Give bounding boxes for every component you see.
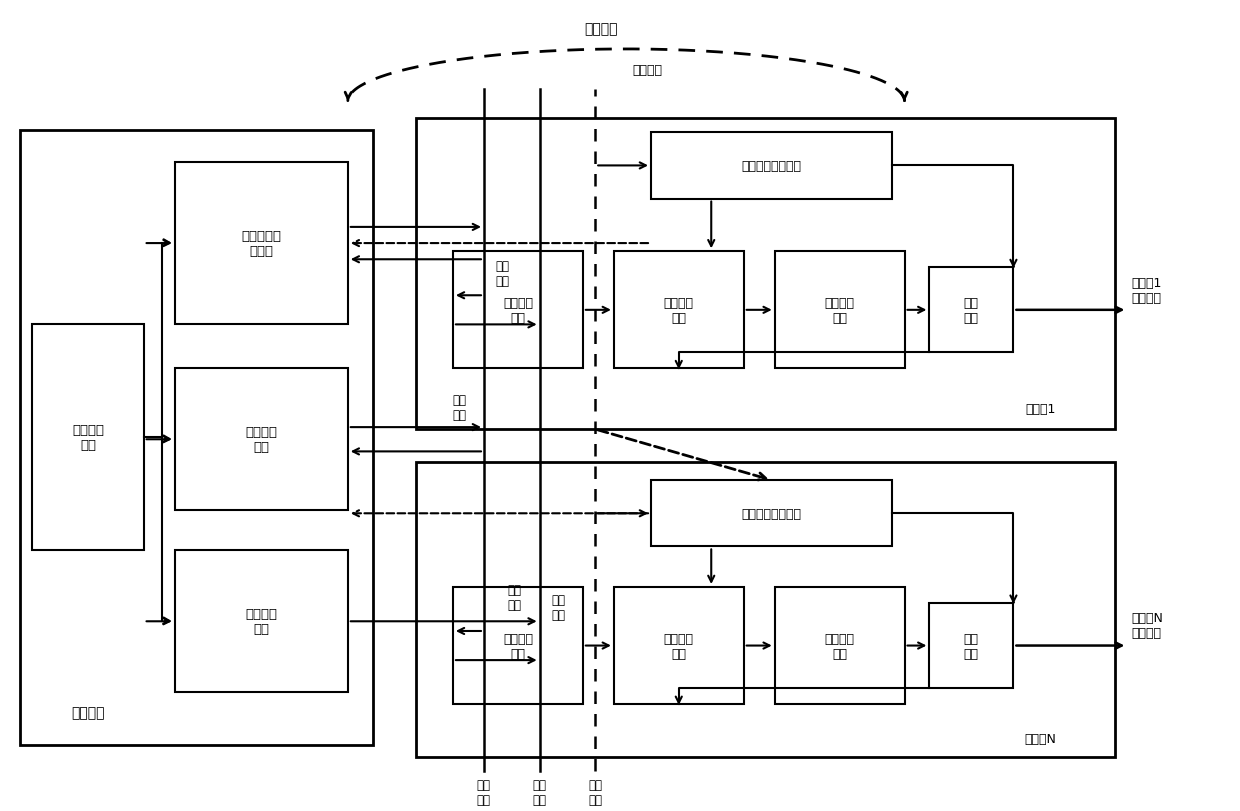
Text: 业务盘1: 业务盘1 xyxy=(1025,403,1055,416)
Text: 接收
时钟: 接收 时钟 xyxy=(496,260,510,288)
Text: 接收
时钟: 接收 时钟 xyxy=(453,393,466,422)
Bar xyxy=(651,481,893,547)
Bar xyxy=(929,603,1013,689)
Bar xyxy=(614,252,744,369)
Text: 时钟输入
模块: 时钟输入 模块 xyxy=(503,632,533,659)
Text: 相位测量
模块: 相位测量 模块 xyxy=(72,423,104,452)
Bar xyxy=(415,462,1115,757)
Text: 使能
控制: 使能 控制 xyxy=(963,297,978,324)
Bar xyxy=(175,369,347,510)
Text: 下行
时钟: 下行 时钟 xyxy=(477,778,491,805)
Bar xyxy=(775,587,904,704)
Bar xyxy=(614,587,744,704)
Text: 时钟发送
模块: 时钟发送 模块 xyxy=(246,607,278,636)
Text: 时钟单元: 时钟单元 xyxy=(71,706,104,719)
Text: 相位补偿
模块: 相位补偿 模块 xyxy=(663,632,693,659)
Bar xyxy=(32,324,144,551)
Text: 使能
控制: 使能 控制 xyxy=(963,632,978,659)
Bar xyxy=(775,252,904,369)
Bar xyxy=(415,118,1115,430)
Bar xyxy=(929,268,1013,353)
Text: 线路逻辑控制模块: 线路逻辑控制模块 xyxy=(742,160,801,173)
Text: 业务盘N
输出时钟: 业务盘N 输出时钟 xyxy=(1131,611,1163,640)
Text: 相位补偿
模块: 相位补偿 模块 xyxy=(663,297,693,324)
Text: 发送
时钟: 发送 时钟 xyxy=(551,593,565,621)
Text: 发送
时钟: 发送 时钟 xyxy=(508,583,522,611)
Bar xyxy=(453,587,583,704)
Text: 背板总线: 背板总线 xyxy=(585,23,619,36)
Text: 通信
总线: 通信 总线 xyxy=(588,778,603,805)
Text: 数据通道: 数据通道 xyxy=(632,63,662,76)
Bar xyxy=(175,551,347,693)
Text: 时钟输入
模块: 时钟输入 模块 xyxy=(503,297,533,324)
Bar xyxy=(20,131,372,744)
Text: 时钟输出
模块: 时钟输出 模块 xyxy=(825,297,854,324)
Bar xyxy=(651,133,893,200)
Text: 时钟接收
模块: 时钟接收 模块 xyxy=(246,426,278,453)
Bar xyxy=(453,252,583,369)
Text: 业务盘N: 业务盘N xyxy=(1024,732,1056,745)
Text: 时钟逻辑控
制模块: 时钟逻辑控 制模块 xyxy=(242,230,281,258)
Bar xyxy=(175,163,347,324)
Text: 时钟输出
模块: 时钟输出 模块 xyxy=(825,632,854,659)
Text: 线路逻辑控制模块: 线路逻辑控制模块 xyxy=(742,507,801,520)
Text: 上行
时钟: 上行 时钟 xyxy=(533,778,547,805)
Text: 业务盘1
输出时钟: 业务盘1 输出时钟 xyxy=(1131,277,1162,304)
